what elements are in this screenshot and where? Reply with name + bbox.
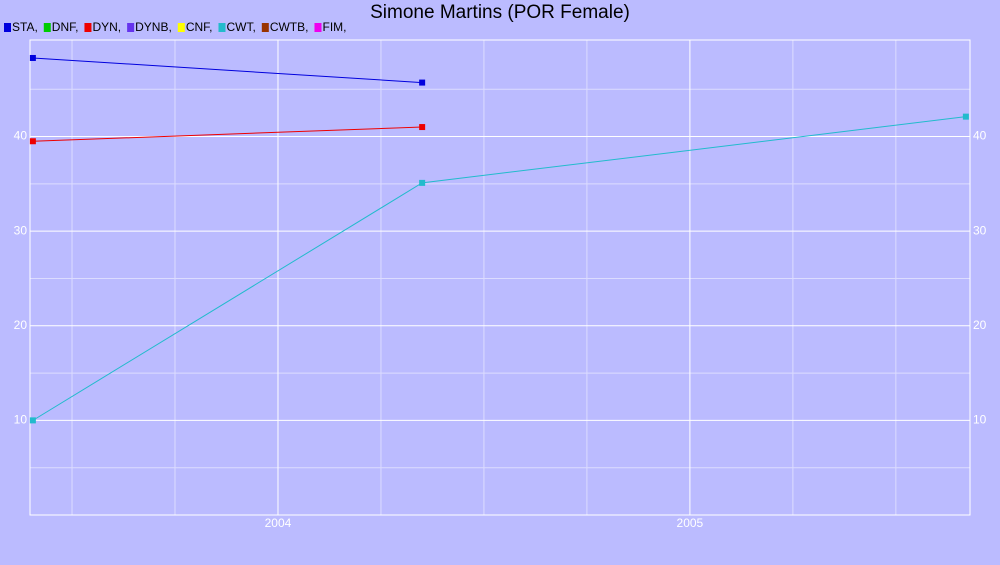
legend-swatch xyxy=(43,23,51,32)
legend-label: CNF, xyxy=(186,20,213,34)
legend-swatch xyxy=(177,23,185,32)
x-tick-label: 2004 xyxy=(265,516,292,530)
point xyxy=(419,124,426,131)
legend-swatch xyxy=(314,23,322,32)
legend-label: DYNB, xyxy=(135,20,172,34)
chart-title: Simone Martins (POR Female) xyxy=(370,2,630,23)
point xyxy=(29,417,36,424)
point xyxy=(419,79,426,86)
legend-label: CWT, xyxy=(226,20,255,34)
legend-label: FIM, xyxy=(322,20,346,34)
y-tick-label: 30 xyxy=(14,223,28,237)
plot-frame xyxy=(29,39,971,516)
series-line xyxy=(32,126,423,142)
point xyxy=(29,138,36,145)
y-tick-label: 40 xyxy=(14,129,28,143)
legend-swatch xyxy=(127,23,135,32)
legend-swatch xyxy=(261,23,269,32)
point xyxy=(29,54,36,61)
legend-label: DNF, xyxy=(52,20,79,34)
legend-label: STA, xyxy=(12,20,38,34)
series-line xyxy=(32,57,423,84)
y2-tick-label: 10 xyxy=(973,413,987,427)
y2-tick-label: 40 xyxy=(973,129,987,143)
x-tick-label: 2005 xyxy=(677,516,704,530)
y2-tick-label: 20 xyxy=(973,318,987,332)
legend-swatch xyxy=(4,23,11,32)
point xyxy=(419,179,426,186)
y-tick-label: 20 xyxy=(14,318,28,332)
point xyxy=(962,113,969,120)
y-tick-label: 10 xyxy=(14,413,28,427)
legend-label: CWTB, xyxy=(270,20,309,34)
legend-swatch xyxy=(84,23,92,32)
legend-swatch xyxy=(218,23,226,32)
y2-tick-label: 30 xyxy=(973,223,987,237)
legend-label: DYN, xyxy=(92,20,121,34)
